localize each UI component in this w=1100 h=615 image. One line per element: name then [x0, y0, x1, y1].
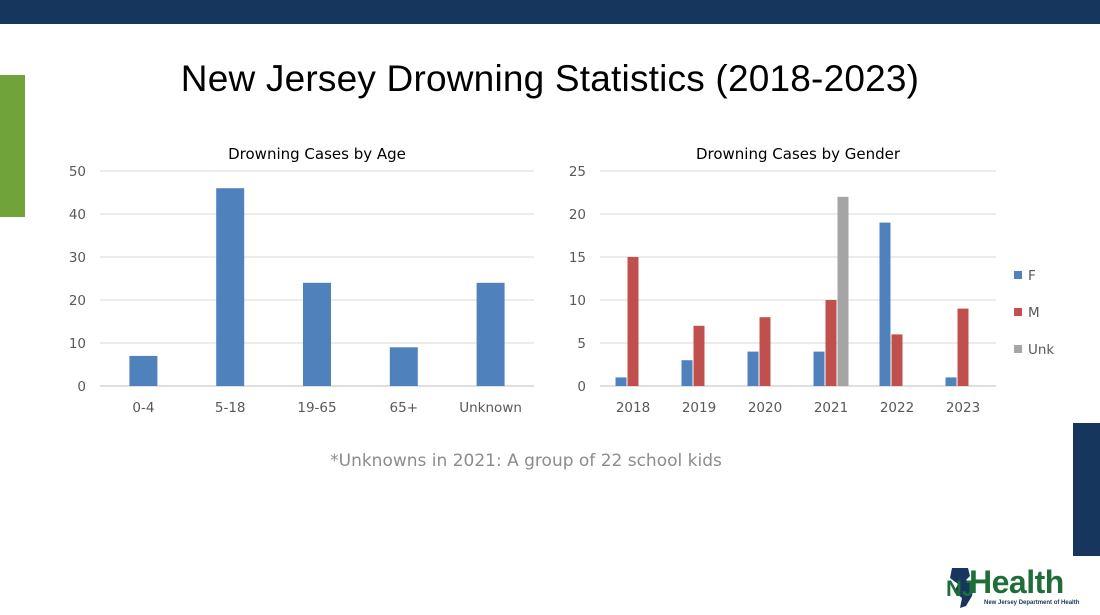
x-tick-label: 2018	[616, 400, 650, 416]
bar-5-18	[216, 188, 245, 386]
y-tick-label: 10	[569, 293, 586, 309]
logo-prefix: NJ	[946, 576, 974, 601]
header-bar	[0, 0, 1100, 24]
bar-Unknown	[476, 282, 505, 386]
x-tick-label: 5-18	[215, 400, 246, 416]
bar-M-2018	[627, 257, 639, 386]
bar-M-2020	[759, 317, 771, 386]
y-tick-label: 15	[569, 250, 586, 266]
y-tick-label: 40	[69, 207, 86, 223]
slide-title: New Jersey Drowning Statistics (2018-202…	[180, 58, 920, 99]
bar-0-4	[129, 355, 158, 386]
green-accent-bar	[0, 75, 25, 217]
chart-title: Drowning Cases by Age	[228, 145, 406, 163]
bar-M-2022	[891, 334, 903, 386]
legend-label-Unk: Unk	[1028, 342, 1054, 358]
x-tick-label: 0-4	[132, 400, 154, 416]
legend-swatch-M	[1014, 308, 1022, 316]
y-tick-label: 25	[569, 164, 586, 180]
bar-F-2022	[879, 222, 891, 386]
bar-19-65	[303, 282, 331, 386]
nj-health-logo: NJ Health New Jersey Department of Healt…	[944, 564, 1090, 610]
logo-subtitle: New Jersey Department of Health	[984, 600, 1080, 606]
y-tick-label: 30	[69, 250, 86, 266]
y-tick-label: 10	[69, 336, 86, 352]
bar-F-2021	[813, 351, 825, 386]
x-tick-label: Unknown	[459, 400, 522, 416]
navy-accent-bar	[1073, 423, 1100, 556]
bar-M-2021	[825, 300, 837, 386]
footnote: *Unknowns in 2021: A group of 22 school …	[330, 451, 722, 471]
legend-label-M: M	[1028, 305, 1040, 321]
x-tick-label: 2023	[946, 400, 980, 416]
y-tick-label: 5	[577, 336, 586, 352]
logo-wordmark: Health	[969, 564, 1064, 600]
legend-swatch-F	[1014, 271, 1022, 279]
legend-swatch-Unk	[1014, 345, 1022, 353]
bar-M-2019	[693, 325, 705, 386]
x-tick-label: 2022	[880, 400, 914, 416]
x-tick-label: 2021	[814, 400, 848, 416]
x-tick-label: 2019	[682, 400, 716, 416]
y-tick-label: 0	[77, 379, 86, 395]
bar-F-2018	[615, 377, 627, 386]
legend-label-F: F	[1028, 268, 1036, 284]
bar-F-2020	[747, 351, 759, 386]
y-tick-label: 20	[569, 207, 586, 223]
x-tick-label: 65+	[390, 400, 419, 416]
y-tick-label: 20	[69, 293, 86, 309]
bar-65+	[389, 347, 418, 386]
bar-Unk-2021	[837, 196, 849, 386]
bar-F-2019	[681, 360, 693, 386]
y-tick-label: 0	[577, 379, 586, 395]
bar-F-2023	[945, 377, 957, 386]
y-tick-label: 50	[69, 164, 86, 180]
bar-M-2023	[957, 308, 969, 386]
nj-state-icon: NJ	[946, 568, 974, 608]
x-tick-label: 2020	[748, 400, 782, 416]
x-tick-label: 19-65	[297, 400, 336, 416]
chart-title: Drowning Cases by Gender	[696, 145, 901, 163]
